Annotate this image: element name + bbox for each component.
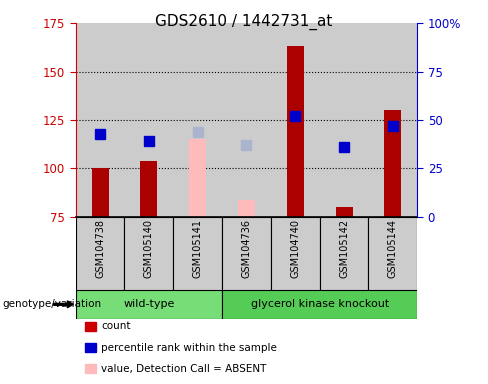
Text: GSM104738: GSM104738 <box>95 219 105 278</box>
Bar <box>368 23 417 217</box>
Bar <box>173 23 222 217</box>
Text: GSM105141: GSM105141 <box>193 219 203 278</box>
Text: GSM105140: GSM105140 <box>144 219 154 278</box>
Bar <box>124 23 173 217</box>
Text: value, Detection Call = ABSENT: value, Detection Call = ABSENT <box>101 364 266 374</box>
Text: genotype/variation: genotype/variation <box>2 299 102 310</box>
Text: count: count <box>101 321 130 331</box>
Text: GSM105142: GSM105142 <box>339 219 349 278</box>
Bar <box>222 290 417 319</box>
Bar <box>76 217 124 290</box>
Bar <box>222 23 271 217</box>
Bar <box>92 169 108 217</box>
Bar <box>320 23 368 217</box>
Text: GDS2610 / 1442731_at: GDS2610 / 1442731_at <box>155 13 333 30</box>
Text: glycerol kinase knockout: glycerol kinase knockout <box>250 299 389 310</box>
Bar <box>238 200 255 217</box>
Bar <box>368 217 417 290</box>
Text: wild-type: wild-type <box>123 299 175 310</box>
Bar <box>271 23 320 217</box>
Bar <box>124 23 173 217</box>
Bar <box>320 23 368 217</box>
Text: GSM104736: GSM104736 <box>242 219 251 278</box>
Bar <box>76 290 222 319</box>
Bar <box>189 139 206 217</box>
Bar <box>222 217 271 290</box>
Bar <box>385 110 402 217</box>
Text: GSM105144: GSM105144 <box>388 219 398 278</box>
Text: GSM104740: GSM104740 <box>290 219 300 278</box>
Bar <box>76 23 124 217</box>
Text: percentile rank within the sample: percentile rank within the sample <box>101 343 277 353</box>
Bar <box>271 217 320 290</box>
Bar <box>368 23 417 217</box>
Bar <box>173 23 222 217</box>
Bar <box>76 23 124 217</box>
Bar <box>271 23 320 217</box>
Bar <box>141 161 158 217</box>
Bar <box>336 207 353 217</box>
Bar <box>320 217 368 290</box>
Bar <box>287 46 304 217</box>
Bar <box>222 23 271 217</box>
Bar <box>173 217 222 290</box>
Bar <box>124 217 173 290</box>
